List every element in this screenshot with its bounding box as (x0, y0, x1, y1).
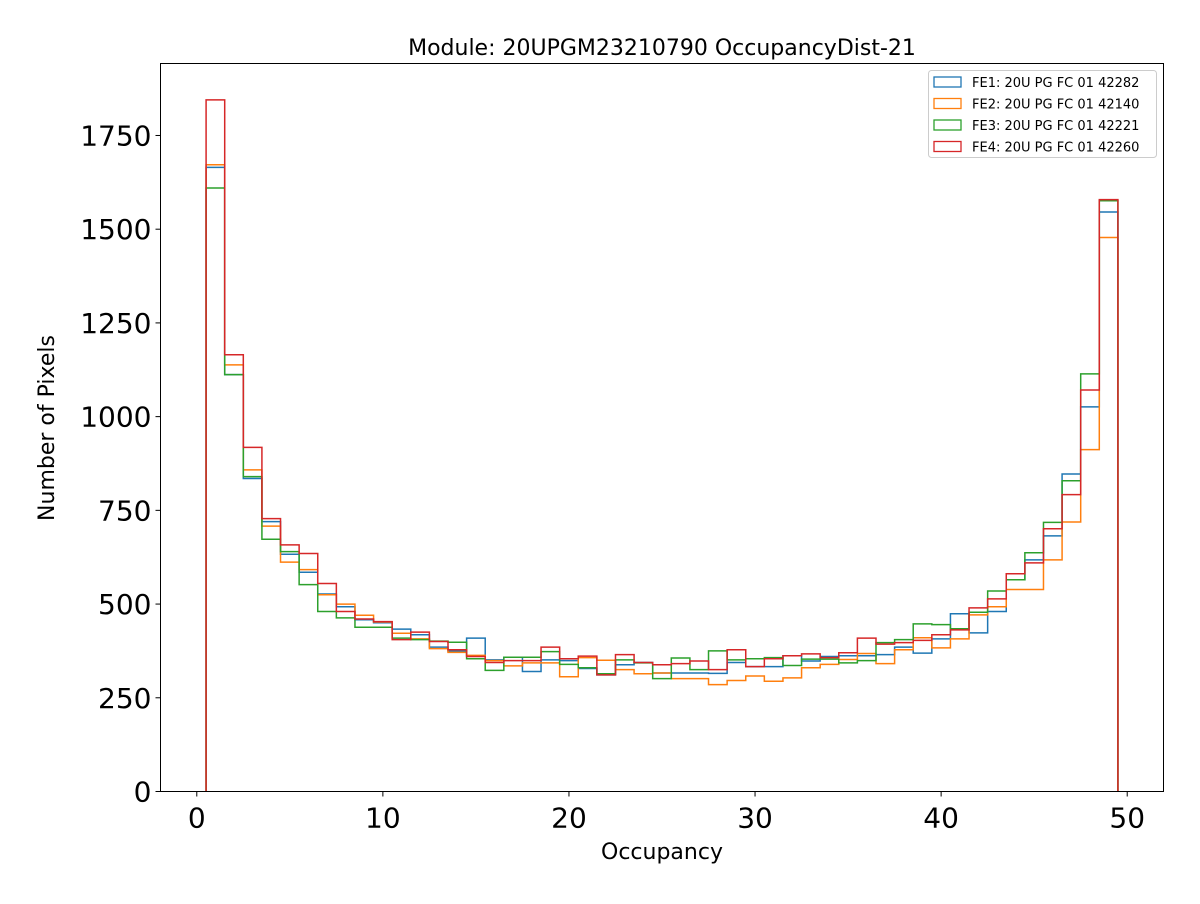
y-tick-label: 250 (98, 682, 151, 715)
y-tick-label: 0 (134, 776, 152, 809)
legend-swatch (933, 97, 962, 110)
y-axis-label: Number of Pixels (35, 335, 60, 521)
x-axis-label: Occupancy (601, 840, 723, 865)
y-tick-label: 1750 (80, 119, 151, 152)
legend-box (928, 70, 1157, 158)
y-tick-label: 500 (98, 588, 151, 621)
chart-title: Module: 20UPGM23210790 OccupancyDist-21 (408, 36, 916, 61)
legend-entry: FE1: 20U PG FC 01 42282 (972, 76, 1139, 91)
plot-frame (160, 63, 1164, 792)
y-tick-label: 1000 (80, 401, 151, 434)
histogram-series-3 (205, 187, 1119, 792)
histogram-series-1 (205, 166, 1119, 792)
legend-entry: FE4: 20U PG FC 01 42260 (972, 141, 1139, 156)
y-tick-label: 1250 (80, 307, 151, 340)
y-axis-ticks: 0 250 500 750 1000 1250 1500 1750 (80, 119, 161, 809)
histogram-series-2 (205, 163, 1119, 792)
x-tick-label: 10 (365, 802, 401, 835)
x-tick-label: 0 (188, 802, 206, 835)
legend: FE1: 20U PG FC 01 42282 FE2: 20U PG FC 01… (928, 70, 1157, 158)
x-tick-label: 50 (1109, 802, 1145, 835)
legend-swatch (933, 76, 962, 88)
x-tick-label: 30 (737, 802, 773, 835)
histogram-series-group (205, 99, 1119, 792)
histogram-series-4 (205, 99, 1119, 792)
legend-swatch (933, 119, 962, 131)
y-tick-label: 750 (98, 494, 151, 527)
y-tick-label: 1500 (80, 213, 151, 246)
legend-entry: FE2: 20U PG FC 01 42140 (972, 98, 1139, 113)
x-tick-label: 40 (923, 802, 959, 835)
x-tick-label: 20 (551, 802, 587, 835)
legend-entry: FE3: 20U PG FC 01 42221 (972, 119, 1139, 134)
x-axis-ticks: 0 10 20 30 40 50 (188, 791, 1145, 835)
legend-swatch (933, 140, 962, 153)
